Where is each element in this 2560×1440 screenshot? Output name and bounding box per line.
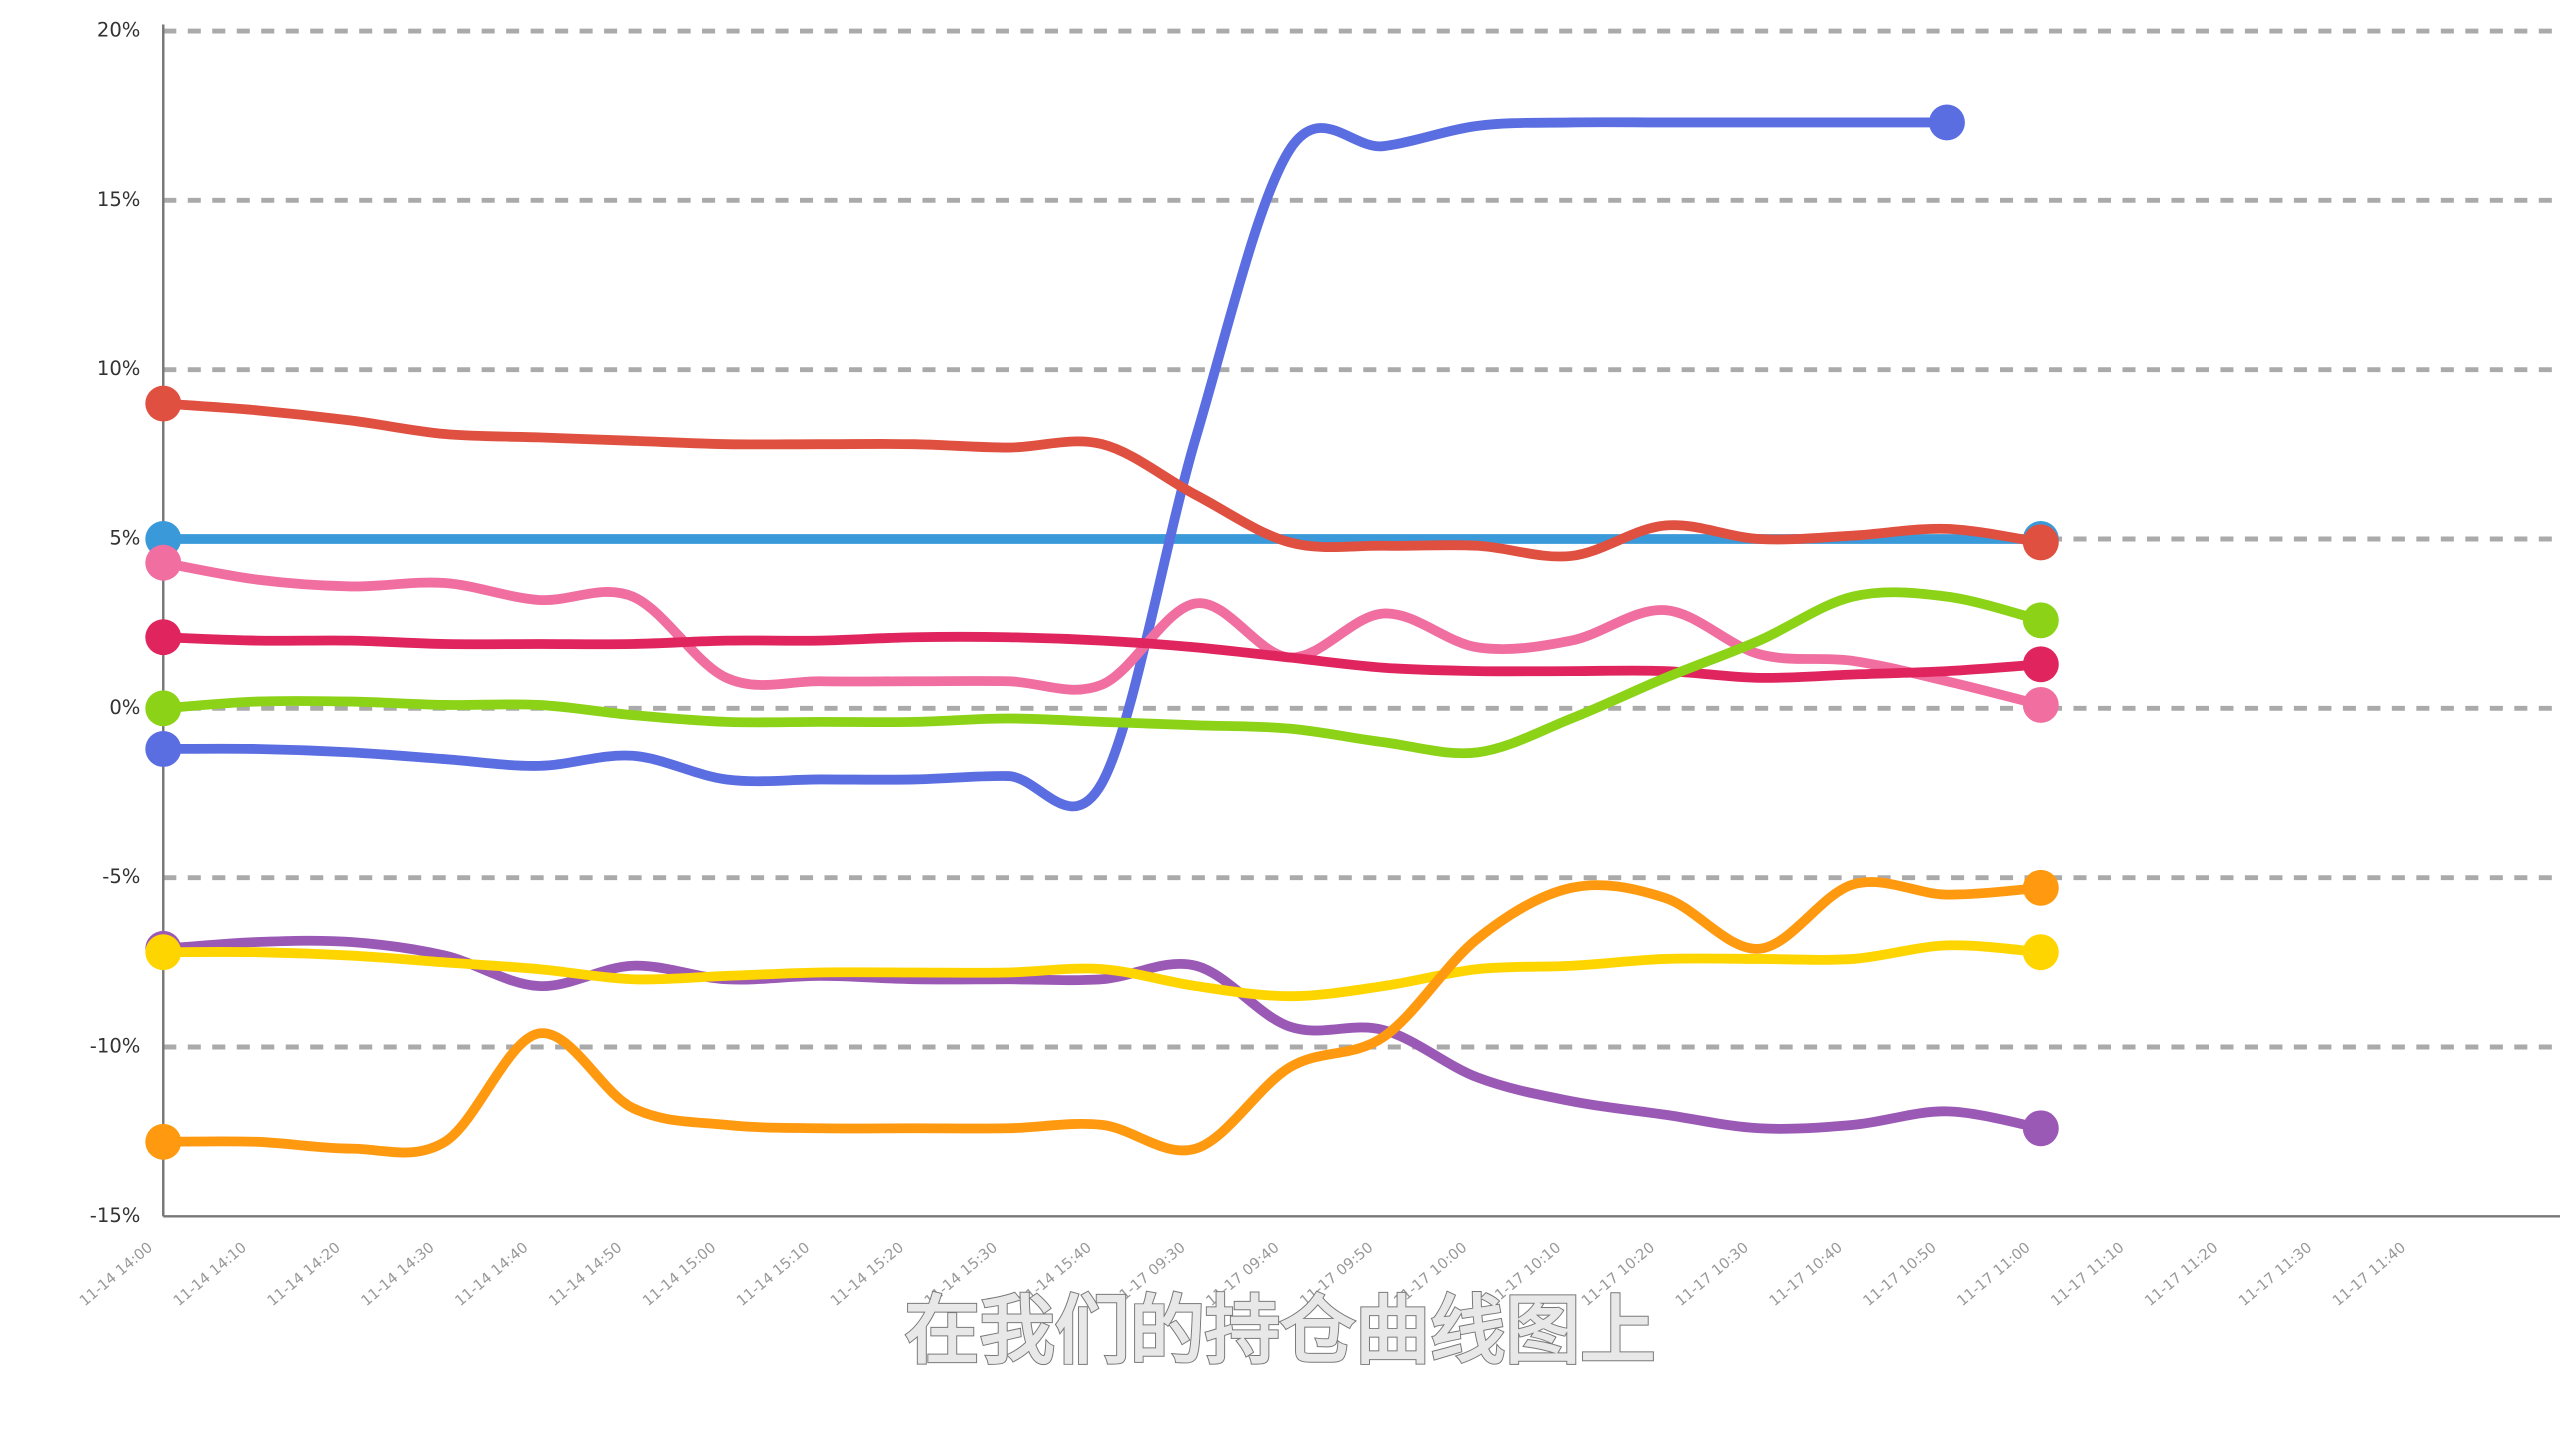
end-dot — [2022, 524, 2059, 561]
end-dot — [145, 690, 182, 727]
x-tick-label: 11-14 14:50 — [546, 1239, 626, 1310]
x-tick-label: 11-17 10:40 — [1766, 1239, 1846, 1310]
x-tick-label: 11-17 10:50 — [1860, 1239, 1940, 1310]
y-tick-label: 5% — [109, 527, 140, 550]
x-tick-label: 11-17 11:10 — [2048, 1239, 2128, 1310]
series-line — [158, 940, 2046, 1002]
end-dot — [1928, 104, 1965, 141]
series-line — [158, 557, 2046, 710]
end-dot — [2022, 1110, 2059, 1147]
y-tick-label: 0% — [109, 696, 140, 719]
end-dot — [145, 934, 182, 971]
x-tick-label: 11-17 11:00 — [1954, 1239, 2034, 1310]
y-tick-label: -10% — [90, 1034, 141, 1057]
end-dot — [2022, 646, 2059, 683]
series-line — [158, 587, 2046, 759]
series-line — [158, 398, 2046, 562]
end-dot — [145, 1123, 182, 1160]
x-tick-label: 11-14 14:10 — [170, 1239, 250, 1310]
x-tick-label: 11-17 11:20 — [2142, 1239, 2222, 1310]
x-tick-label: 11-14 14:00 — [76, 1239, 156, 1310]
end-dot — [2022, 934, 2059, 971]
x-tick-label: 11-14 14:30 — [358, 1239, 438, 1310]
y-tick-label: 10% — [97, 357, 141, 380]
end-dot — [145, 619, 182, 656]
x-tick-label: 11-14 15:00 — [640, 1239, 720, 1310]
series-line — [158, 117, 1952, 812]
end-dot — [2022, 602, 2059, 639]
end-dot — [2022, 869, 2059, 906]
x-tick-label: 11-14 15:20 — [827, 1239, 907, 1310]
end-dot — [145, 731, 182, 767]
y-tick-label: 20% — [97, 19, 141, 42]
x-tick-label: 11-14 14:20 — [264, 1239, 344, 1310]
x-tick-label: 11-14 15:10 — [734, 1239, 814, 1310]
series-line — [158, 631, 2046, 683]
end-dot — [145, 544, 182, 581]
x-tick-label: 11-17 11:40 — [2329, 1239, 2409, 1310]
series-line — [158, 877, 2046, 1158]
y-tick-label: 15% — [97, 188, 141, 211]
end-dot — [145, 385, 182, 422]
caption: 在我们的持仓曲线图上 — [905, 1287, 1656, 1375]
x-tick-label: 11-17 11:30 — [2236, 1239, 2316, 1310]
end-dot — [2022, 686, 2059, 723]
x-tick-label: 11-17 10:30 — [1672, 1239, 1752, 1310]
y-tick-label: -5% — [102, 865, 140, 888]
y-tick-label: -15% — [90, 1204, 141, 1227]
x-tick-label: 11-14 14:40 — [452, 1239, 532, 1310]
